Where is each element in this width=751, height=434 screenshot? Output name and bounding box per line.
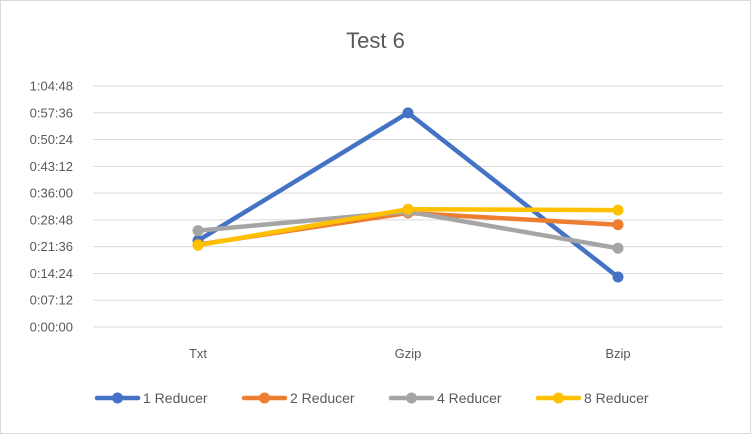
- legend-item: 1 Reducer: [94, 390, 208, 406]
- series-1-reducer: [192, 107, 624, 283]
- data-point: [612, 204, 624, 216]
- data-point: [612, 219, 624, 231]
- legend-label: 1 Reducer: [143, 390, 208, 406]
- y-tick-label: 0:00:00: [30, 320, 73, 335]
- y-tick-label: 0:50:24: [30, 132, 73, 147]
- x-tick-label: Bzip: [605, 346, 630, 361]
- data-point: [402, 107, 414, 119]
- legend-item: 8 Reducer: [535, 390, 649, 406]
- data-point: [192, 225, 204, 237]
- legend-item: 4 Reducer: [388, 390, 502, 406]
- y-tick-label: 0:14:24: [30, 266, 73, 281]
- chart-title: Test 6: [346, 28, 405, 53]
- data-point: [612, 271, 624, 283]
- legend-marker: [112, 392, 123, 404]
- legend-marker: [406, 392, 417, 404]
- y-tick-label: 0:07:12: [30, 293, 73, 308]
- legend: 1 Reducer 2 Reducer 4 Reducer 8 Reducer: [94, 390, 649, 406]
- x-tick-label: Txt: [189, 346, 207, 361]
- legend-marker: [259, 392, 270, 404]
- legend-label: 2 Reducer: [290, 390, 355, 406]
- y-tick-label: 0:28:48: [30, 212, 73, 227]
- y-tick-label: 0:43:12: [30, 159, 73, 174]
- legend-label: 4 Reducer: [437, 390, 502, 406]
- data-point: [402, 203, 414, 215]
- y-tick-label: 0:57:36: [30, 105, 73, 120]
- series-line: [195, 110, 621, 280]
- legend-label: 8 Reducer: [584, 390, 649, 406]
- y-tick-label: 1:04:48: [30, 79, 73, 94]
- data-point: [192, 239, 204, 251]
- y-tick-label: 0:36:00: [30, 186, 73, 201]
- x-axis-ticks: Txt Gzip Bzip: [189, 346, 631, 361]
- x-tick-label: Gzip: [395, 346, 422, 361]
- series-group: [192, 107, 624, 283]
- data-point: [612, 242, 624, 254]
- y-tick-label: 0:21:36: [30, 239, 73, 254]
- legend-marker: [553, 392, 564, 404]
- y-axis-ticks: 0:00:00 0:07:12 0:14:24 0:21:36 0:28:48 0:36:…: [30, 79, 73, 335]
- legend-item: 2 Reducer: [241, 390, 355, 406]
- series-8-reducer: [192, 203, 624, 251]
